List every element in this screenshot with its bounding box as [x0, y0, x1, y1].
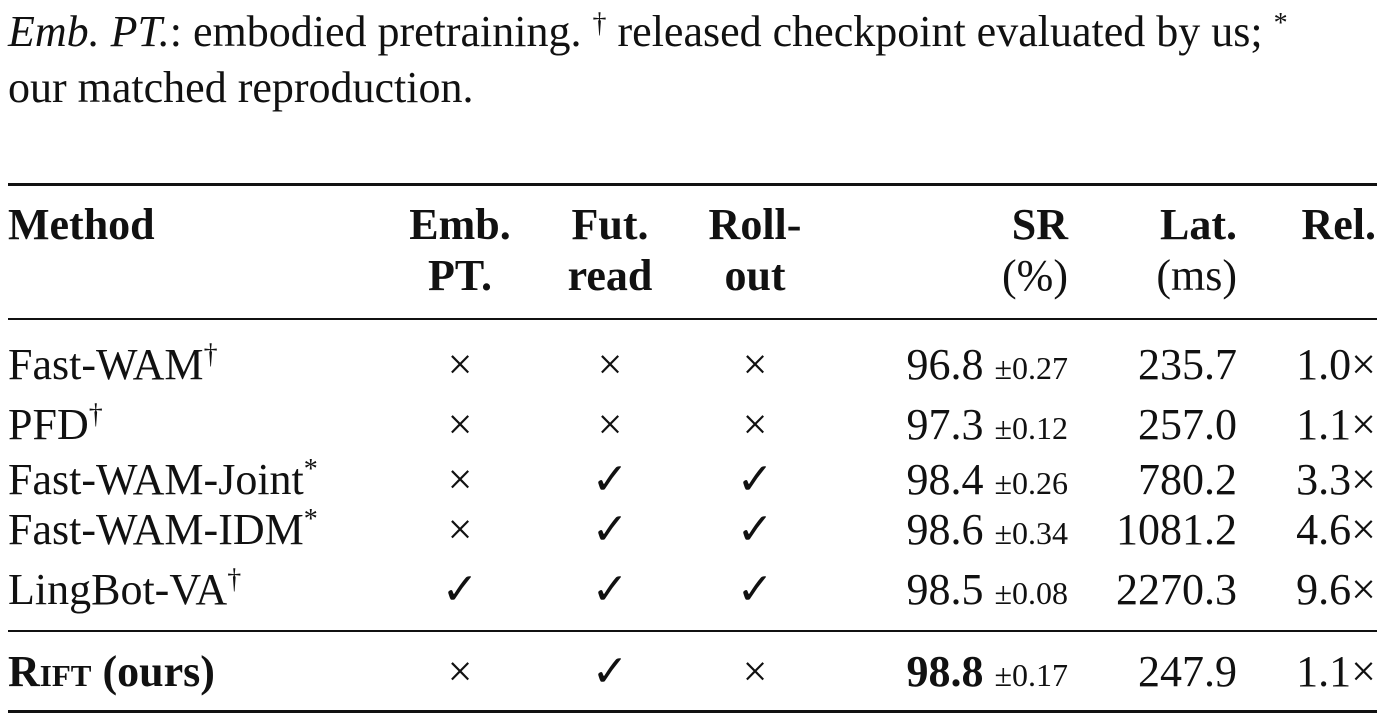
emb-cell: ✓ — [441, 565, 479, 614]
header-cell: (ms) — [1156, 251, 1237, 300]
header-cell: Emb. — [409, 200, 511, 249]
roll-cell: × — [742, 400, 768, 449]
rel-cell: 9.6× — [1296, 565, 1376, 614]
emb-cell: × — [447, 505, 473, 554]
header-cell: PT. — [428, 251, 492, 300]
caption-text: our matched reproduction. — [8, 63, 474, 112]
fut-cell: ✓ — [591, 505, 629, 554]
emb-cell: × — [447, 455, 473, 504]
method-cell: LingBot-VA† — [8, 565, 241, 615]
rel-cell: 3.3× — [1296, 455, 1376, 504]
sr-cell: 98.4 ±0.26 — [906, 455, 1068, 508]
method-mark: † — [203, 339, 218, 370]
caption-text: released checkpoint evaluated by us; — [617, 7, 1263, 56]
caption-text: : embodied pretraining. — [169, 7, 582, 56]
lat-cell: 235.7 — [1138, 340, 1237, 389]
sr-std: ±0.34 — [994, 515, 1068, 551]
sr-std: ±0.08 — [994, 575, 1068, 611]
mid-rule — [8, 630, 1377, 632]
rel-cell: 1.0× — [1296, 340, 1376, 389]
caption: Emb. PT.: embodied pretraining. † releas… — [8, 4, 1338, 116]
method-cell: Fast-WAM† — [8, 340, 218, 390]
header-cell: Lat. — [1160, 200, 1237, 249]
sr-value: 97.3 — [906, 400, 984, 449]
emb-cell: × — [447, 400, 473, 449]
header-cell: Rel. — [1301, 200, 1376, 249]
header-cell: read — [567, 251, 653, 300]
sr-value: 98.6 — [906, 505, 984, 554]
sr-cell: 98.6 ±0.34 — [906, 505, 1068, 558]
top-rule — [8, 183, 1377, 186]
sr-value: 98.4 — [906, 455, 984, 504]
roll-cell: ✓ — [736, 505, 774, 554]
method-name: Fast-WAM-Joint — [8, 455, 304, 504]
fut-cell: × — [597, 340, 623, 389]
sr-std: ±0.17 — [994, 657, 1068, 693]
header-rule — [8, 318, 1377, 320]
method-name: LingBot-VA — [8, 565, 228, 614]
emb-cell: × — [447, 647, 473, 696]
lat-cell: 247.9 — [1138, 647, 1237, 696]
method-cell: Fast-WAM-Joint* — [8, 455, 318, 505]
method-cell: Rift (ours) — [8, 647, 215, 697]
sr-value: 98.5 — [906, 565, 984, 614]
rel-cell: 1.1× — [1296, 400, 1376, 449]
method-mark: † — [88, 399, 103, 430]
rel-cell: 1.1× — [1296, 647, 1376, 696]
fut-cell: × — [597, 400, 623, 449]
sr-value: 96.8 — [906, 340, 984, 389]
sr-std: ±0.27 — [994, 350, 1068, 386]
lat-cell: 780.2 — [1138, 455, 1237, 504]
sr-value: 98.8 — [906, 647, 984, 696]
fut-cell: ✓ — [591, 647, 629, 696]
lat-cell: 257.0 — [1138, 400, 1237, 449]
roll-cell: × — [742, 340, 768, 389]
method-name: Rift — [8, 647, 92, 696]
roll-cell: ✓ — [736, 565, 774, 614]
bottom-rule — [8, 710, 1377, 713]
caption-star: * — [1273, 8, 1288, 39]
fut-cell: ✓ — [591, 455, 629, 504]
fut-cell: ✓ — [591, 565, 629, 614]
sr-std: ±0.26 — [994, 465, 1068, 501]
method-cell: Fast-WAM-IDM* — [8, 505, 318, 555]
sr-std: ±0.12 — [994, 410, 1068, 446]
header-cell: Method — [8, 200, 155, 249]
sr-cell: 98.5 ±0.08 — [906, 565, 1068, 618]
sr-cell: 98.8 ±0.17 — [906, 647, 1068, 700]
roll-cell: ✓ — [736, 455, 774, 504]
method-mark: * — [303, 504, 318, 535]
header-cell: (%) — [1002, 251, 1068, 300]
header-cell: SR — [1011, 200, 1068, 249]
lat-cell: 1081.2 — [1116, 505, 1237, 554]
sr-cell: 97.3 ±0.12 — [906, 400, 1068, 453]
emb-cell: × — [447, 340, 473, 389]
lat-cell: 2270.3 — [1116, 565, 1237, 614]
header-cell: out — [724, 251, 786, 300]
method-name: PFD — [8, 400, 89, 449]
method-name: Fast-WAM — [8, 340, 204, 389]
method-name: Fast-WAM-IDM — [8, 505, 304, 554]
method-mark: * — [303, 454, 318, 485]
rel-cell: 4.6× — [1296, 505, 1376, 554]
method-cell: PFD† — [8, 400, 103, 450]
roll-cell: × — [742, 647, 768, 696]
method-suffix: (ours) — [102, 647, 215, 696]
header-cell: Roll- — [708, 200, 802, 249]
caption-dagger: † — [592, 8, 607, 39]
sr-cell: 96.8 ±0.27 — [906, 340, 1068, 393]
caption-term: Emb. PT. — [8, 7, 170, 56]
method-mark: † — [227, 564, 242, 595]
header-cell: Fut. — [571, 200, 649, 249]
